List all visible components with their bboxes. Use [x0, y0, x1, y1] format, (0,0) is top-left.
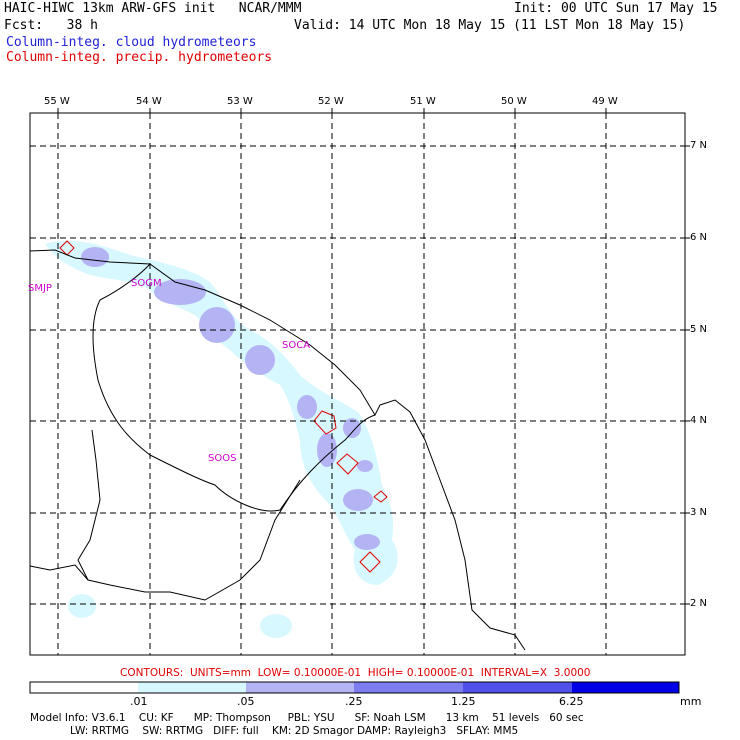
lat-label: 6 N: [690, 232, 708, 243]
legend-bar: [29, 681, 680, 694]
lat-label: 7 N: [690, 140, 708, 151]
lon-label: 51 W: [410, 96, 436, 107]
station-label: SOCA: [282, 340, 311, 351]
model-info-line1: Model Info: V3.6.1 CU: KF MP: Thompson P…: [30, 712, 584, 724]
precip-field-label: Column-integ. precip. hydrometeors: [6, 50, 273, 65]
graticule: [30, 113, 685, 655]
valid-time: Valid: 14 UTC Mon 18 May 15 (11 LST Mon …: [294, 18, 686, 33]
legend-tick: .05: [237, 695, 255, 708]
forecast-hour: Fcst: 38 h: [4, 18, 98, 33]
axis-ticks: [57, 108, 690, 605]
model-info-line2: LW: RRTMG SW: RRTMG DIFF: full KM: 2D Sm…: [30, 725, 519, 737]
legend-tick: .01: [130, 695, 148, 708]
lon-label: 54 W: [136, 96, 162, 107]
contour-info: CONTOURS: UNITS=mm LOW= 0.10000E-01 HIGH…: [120, 667, 591, 679]
legend-units: mm: [680, 695, 702, 708]
legend-tick: 6.25: [559, 695, 584, 708]
lat-label: 5 N: [690, 324, 708, 335]
legend-tick: .25: [345, 695, 363, 708]
legend-tick: 1.25: [451, 695, 476, 708]
station-label: SMJP: [28, 283, 52, 294]
station-label: SOOS: [208, 453, 237, 464]
init-time: Init: 00 UTC Sun 17 May 15: [514, 1, 718, 16]
lat-label: 3 N: [690, 507, 708, 518]
lon-label: 53 W: [227, 96, 253, 107]
lat-label: 2 N: [690, 598, 708, 609]
map-frame: [29, 112, 686, 656]
station-label: SOGM: [131, 278, 162, 289]
lon-label: 55 W: [44, 96, 70, 107]
cloud-field-label: Column-integ. cloud hydrometeors: [6, 35, 257, 50]
lat-label: 4 N: [690, 415, 708, 426]
precip-contours: [59, 240, 388, 573]
lon-label: 49 W: [592, 96, 618, 107]
cloud-shading: [45, 240, 398, 638]
product-title: HAIC-HIWC 13km ARW-GFS init NCAR/MMM: [4, 1, 302, 16]
coastlines: [29, 249, 526, 651]
lon-label: 50 W: [501, 96, 527, 107]
lon-label: 52 W: [318, 96, 344, 107]
